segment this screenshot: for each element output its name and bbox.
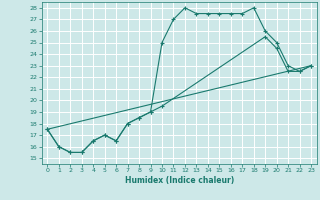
X-axis label: Humidex (Indice chaleur): Humidex (Indice chaleur) [124,176,234,185]
